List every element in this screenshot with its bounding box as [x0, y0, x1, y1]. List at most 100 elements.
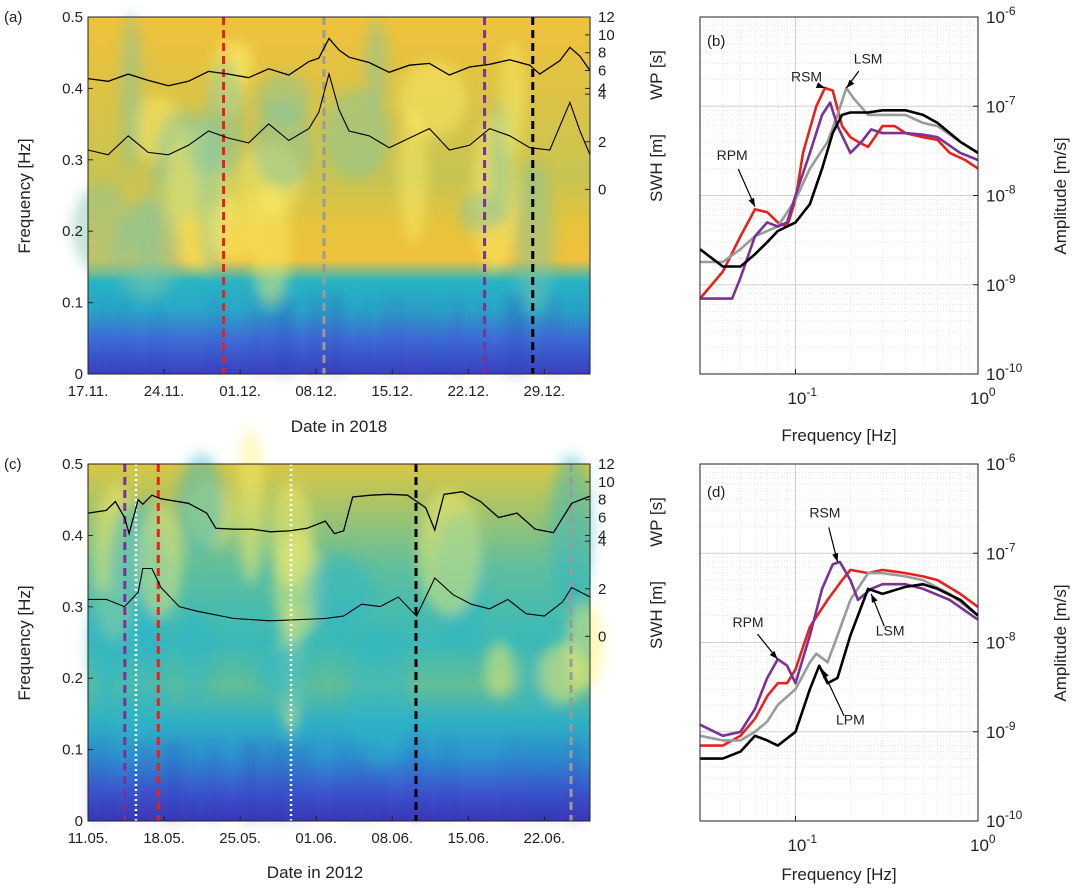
spectro-streak	[364, 295, 367, 374]
wp-tick-label: 6	[598, 510, 606, 527]
x-tick-exp: 0	[989, 832, 996, 846]
y-tick-label: 10-9	[986, 719, 1016, 742]
spectro-blob	[207, 196, 258, 263]
spectro-streak	[278, 742, 281, 821]
spectro-streak	[312, 295, 315, 374]
spectro-streak	[514, 295, 517, 374]
y-tick-exp: -7	[1005, 540, 1016, 554]
swh-tick-label: 2	[598, 134, 606, 151]
spectro-streak	[243, 742, 246, 821]
spectro-streak	[285, 295, 288, 374]
spectro-blob	[538, 642, 587, 704]
annotation-arrowhead	[871, 593, 878, 603]
spectro-streak	[357, 742, 360, 821]
annotation-label: RPM	[732, 614, 763, 630]
spectro-streak	[333, 295, 336, 374]
y-tick-label: 0.2	[62, 223, 83, 240]
spectro-blob	[176, 608, 214, 706]
spectro-blob	[232, 41, 255, 84]
y-tick-exp: -8	[1005, 630, 1016, 644]
y-tick-label: 10-6	[986, 451, 1016, 474]
spectro-streak	[509, 742, 512, 821]
spectro-streak	[288, 742, 291, 821]
spectro-blob	[251, 183, 292, 307]
spectro-streak	[249, 742, 252, 821]
y-axis-label-c: Frequency [Hz]	[15, 585, 34, 700]
wp-tick-label: 12	[598, 456, 615, 473]
y-tick-label: 0.3	[62, 152, 83, 169]
y-tick-label: 0.3	[62, 599, 83, 616]
spectrum-line-black	[700, 582, 979, 760]
spectro-streak	[328, 295, 331, 374]
spectro-blob	[514, 163, 555, 312]
swh-tick-label: 0	[598, 628, 606, 645]
wp-axis-label-c: WP [s]	[647, 497, 666, 547]
spectrum-line-purple	[699, 560, 979, 738]
spectro-blob	[306, 554, 374, 631]
spectro-streak	[169, 742, 172, 821]
spectro-streak	[576, 742, 579, 821]
spectro-streak	[105, 742, 108, 821]
x-tick-label: 01.12.	[219, 383, 261, 400]
swh-line	[88, 567, 591, 622]
x-tick-label: 22.12.	[447, 383, 489, 400]
y-tick-label: 0.5	[62, 9, 83, 26]
spectro-streak	[214, 742, 217, 821]
annotation-arrowhead	[846, 79, 855, 89]
y-axis-label-a: Frequency [Hz]	[15, 138, 34, 253]
spectro-blob	[256, 74, 311, 124]
wp-tick-label: 10	[598, 474, 615, 491]
spectro-streak	[531, 742, 534, 821]
annotation-arrow	[821, 669, 845, 717]
spectro-streak	[544, 742, 547, 821]
wp-tick-label: 12	[598, 9, 615, 26]
y-tick-base: 10	[986, 365, 1005, 384]
y-tick-exp: -6	[1005, 4, 1016, 18]
spectro-streak	[315, 295, 318, 374]
x-tick-exp: 0	[989, 385, 996, 399]
wp-tick-label: 10	[598, 27, 615, 44]
y-tick-label: 0	[75, 813, 83, 830]
spectro-streak	[517, 295, 520, 374]
spectro-streak	[302, 742, 305, 821]
spectro-streak	[551, 295, 554, 374]
spectro-streak	[507, 295, 510, 374]
spectro-streak	[548, 295, 551, 374]
spectro-streak	[146, 742, 149, 821]
spectro-streak	[174, 742, 177, 821]
spectrum-line-black	[699, 109, 979, 268]
spectro-streak	[293, 295, 296, 374]
spectro-streak	[458, 295, 461, 374]
swh-tick-label: 4	[598, 533, 606, 550]
y-tick-base: 10	[986, 723, 1005, 742]
y-tick-label: 10-7	[986, 93, 1016, 116]
y-tick-exp: -10	[1005, 808, 1023, 822]
spectro-streak	[100, 295, 103, 374]
annotation-arrowhead	[748, 197, 755, 207]
annotation-label: LPM	[836, 712, 865, 728]
y-tick-label: 0.5	[62, 456, 83, 473]
spectro-blob	[417, 489, 482, 616]
spectro-streak	[505, 295, 508, 374]
spectro-streak	[556, 742, 559, 821]
y-tick-exp: -8	[1005, 183, 1016, 197]
swh-line	[87, 71, 591, 156]
spectro-streak	[259, 295, 262, 374]
spectro-streak	[345, 742, 348, 821]
x-tick-label: 08.06.	[371, 830, 413, 847]
spectra-d	[699, 560, 979, 760]
grid-d	[699, 464, 978, 822]
x-tick-label: 08.12.	[295, 383, 337, 400]
spectrum-line-gray	[699, 571, 979, 742]
spectro-streak	[455, 295, 458, 374]
wp-tick-label: 4	[598, 80, 606, 97]
spectrum-line-red	[700, 568, 979, 747]
y-tick-label: 0.4	[62, 80, 83, 97]
wp-tick-label: 4	[598, 527, 606, 544]
annotations-b: RSM LSM RPM	[717, 51, 882, 207]
annotation-label: RPM	[717, 147, 748, 163]
annotation-arrowhead	[769, 650, 778, 660]
spectro-streak	[250, 742, 253, 821]
x-tick-label: 15.12.	[371, 383, 413, 400]
